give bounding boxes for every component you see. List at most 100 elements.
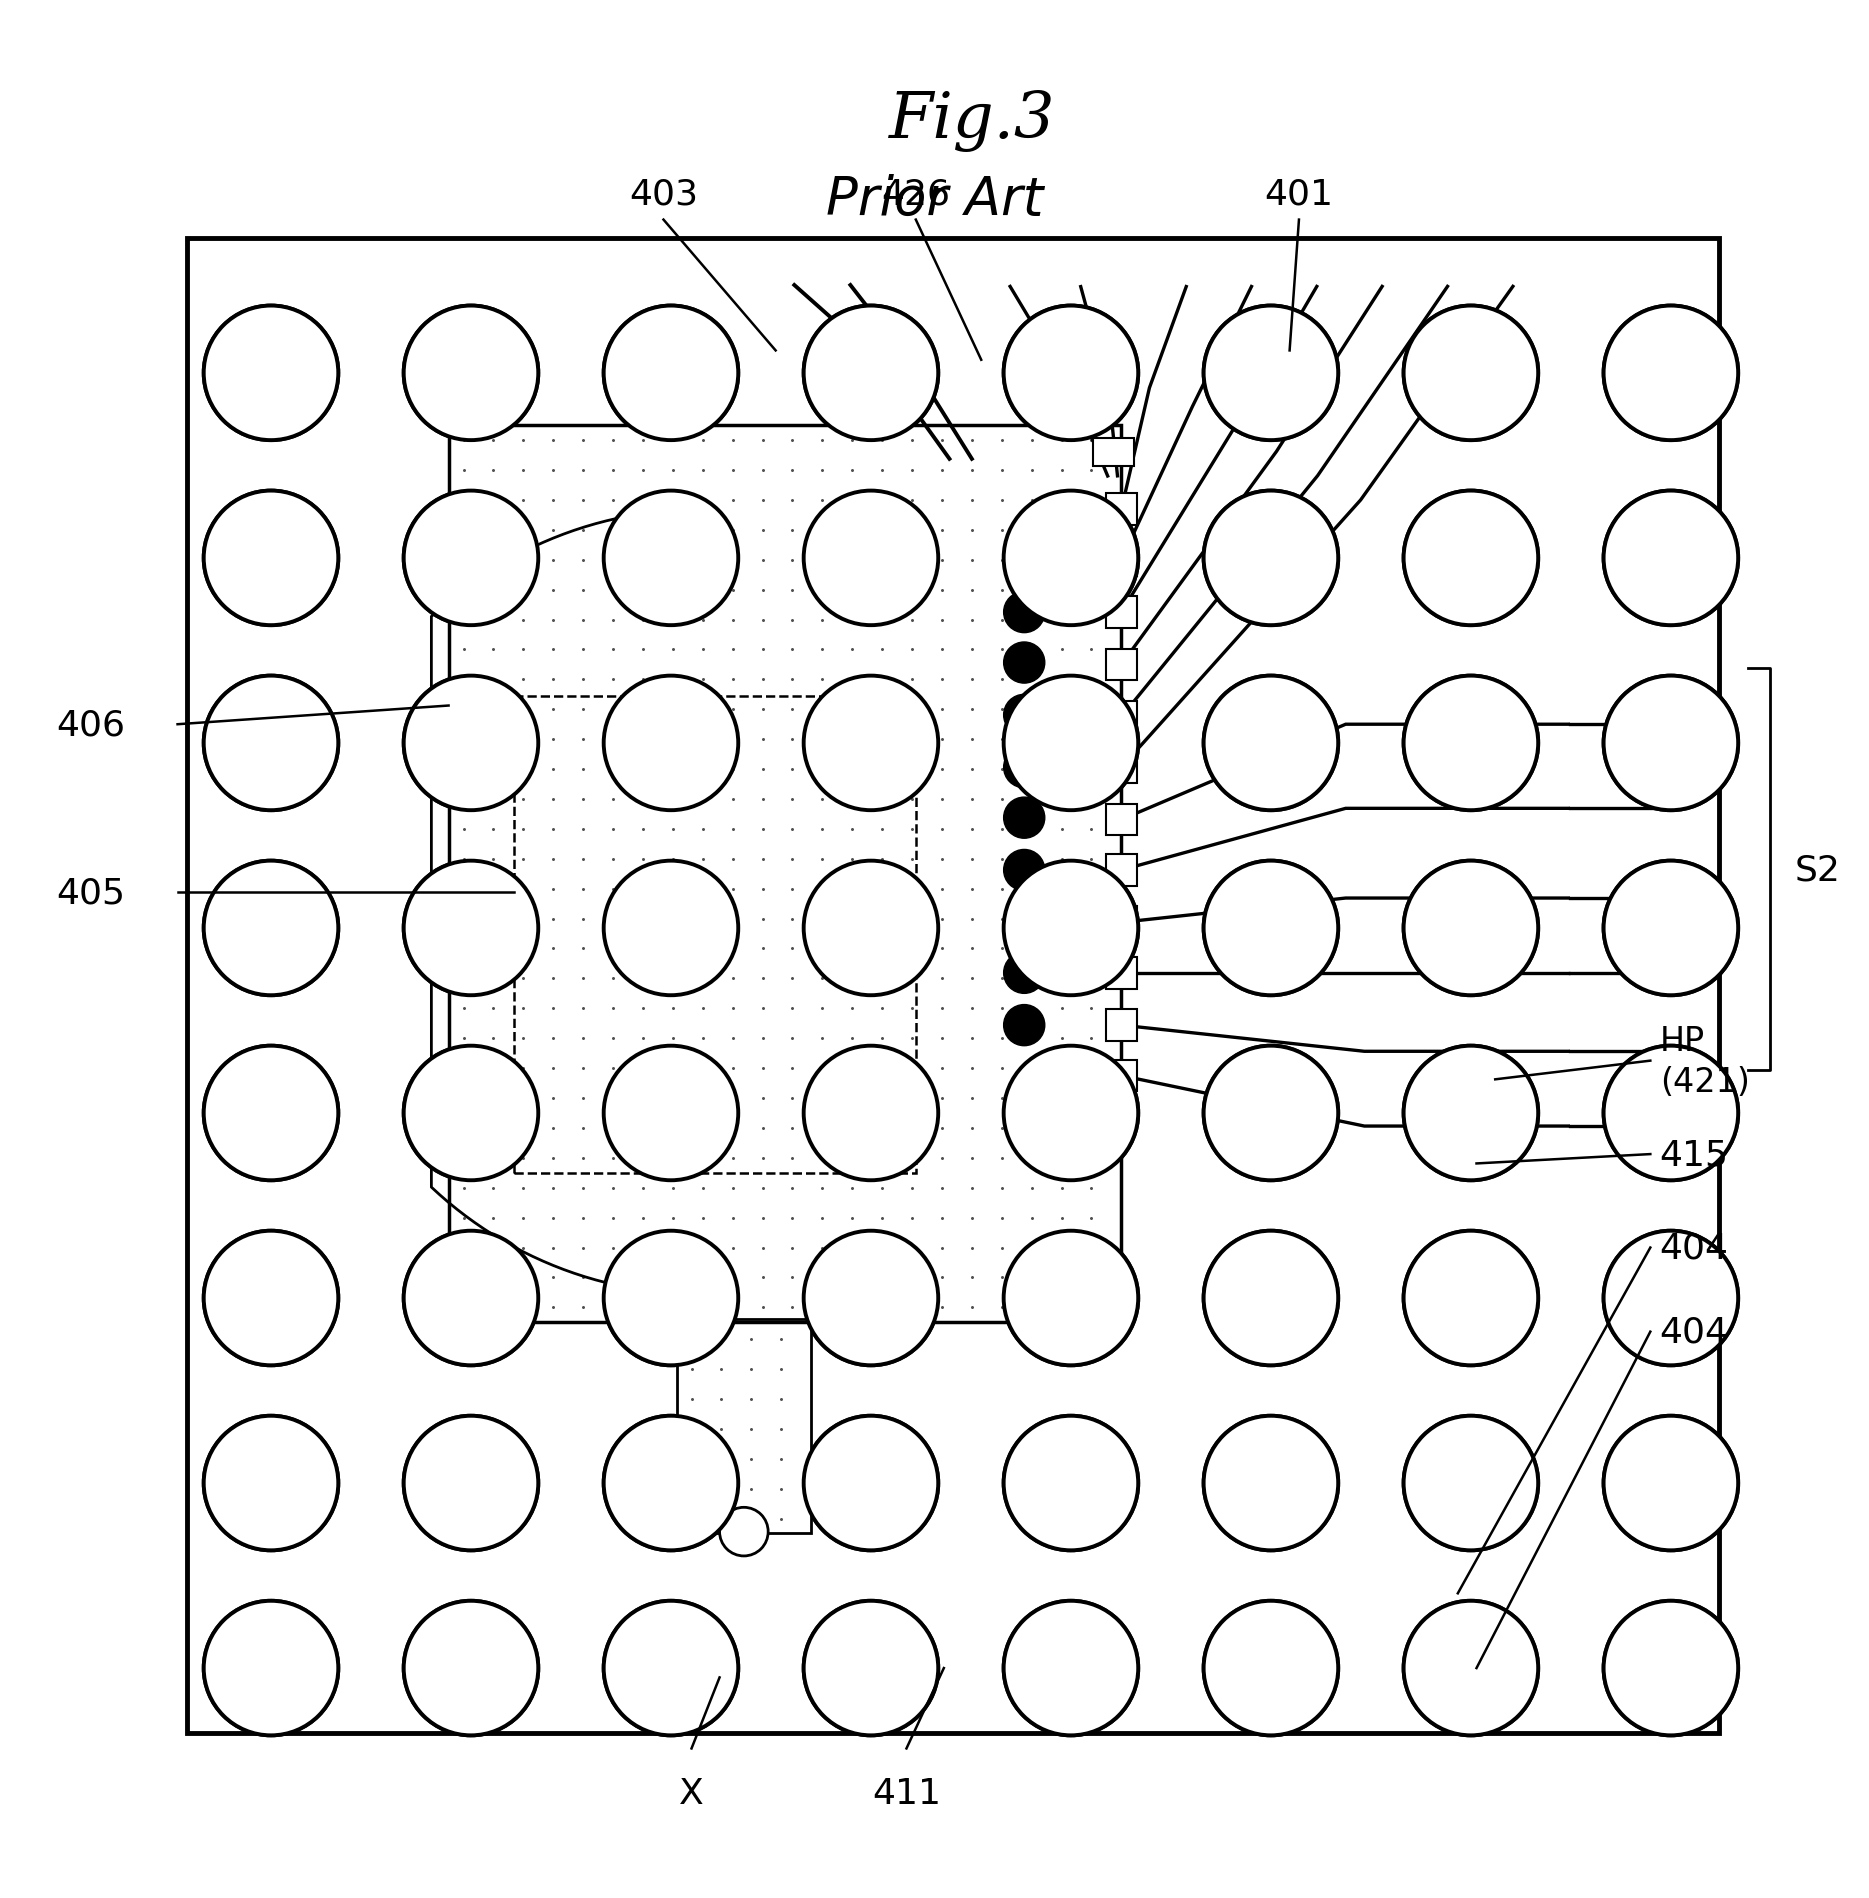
Bar [1106, 907, 1138, 940]
Circle shape [204, 1232, 338, 1365]
Circle shape [404, 492, 538, 626]
Circle shape [1004, 1046, 1138, 1181]
Circle shape [404, 862, 538, 996]
Circle shape [1604, 862, 1738, 996]
Circle shape [204, 492, 338, 626]
Circle shape [1404, 1232, 1538, 1365]
Circle shape [404, 862, 538, 996]
Circle shape [604, 492, 738, 626]
Circle shape [1604, 306, 1738, 440]
Circle shape [404, 1600, 538, 1735]
Circle shape [1004, 695, 1045, 736]
Bar [1106, 596, 1138, 628]
Circle shape [1604, 492, 1738, 626]
Circle shape [720, 1507, 768, 1556]
Circle shape [604, 1046, 738, 1181]
Circle shape [1204, 492, 1338, 626]
Circle shape [1604, 1046, 1738, 1181]
Circle shape [1004, 1600, 1138, 1735]
Circle shape [404, 1046, 538, 1181]
Bar [1106, 957, 1138, 989]
Circle shape [1404, 676, 1538, 810]
Circle shape [1404, 1046, 1538, 1181]
Circle shape [1604, 1232, 1738, 1365]
Circle shape [604, 492, 738, 626]
Circle shape [204, 1600, 338, 1735]
Circle shape [1004, 1416, 1138, 1551]
Circle shape [1204, 676, 1338, 810]
Circle shape [804, 1232, 938, 1365]
Circle shape [1404, 862, 1538, 996]
Circle shape [1604, 676, 1738, 810]
Circle shape [1004, 1232, 1138, 1365]
Circle shape [804, 1232, 938, 1365]
Circle shape [1004, 1416, 1138, 1551]
Circle shape [404, 1046, 538, 1181]
Bar [514, 697, 916, 1173]
Circle shape [804, 676, 938, 810]
Circle shape [1204, 306, 1338, 440]
Circle shape [604, 676, 738, 810]
Circle shape [804, 492, 938, 626]
Circle shape [204, 676, 338, 810]
Circle shape [404, 1600, 538, 1735]
Circle shape [1604, 1046, 1738, 1181]
Circle shape [604, 676, 738, 810]
Circle shape [1004, 306, 1138, 440]
Circle shape [1404, 1600, 1538, 1735]
Circle shape [1004, 306, 1138, 440]
Text: 404: 404 [1660, 1232, 1729, 1264]
Circle shape [604, 1046, 738, 1181]
Circle shape [1004, 492, 1138, 626]
Text: 401: 401 [1265, 177, 1333, 211]
Circle shape [1004, 850, 1045, 890]
Circle shape [804, 862, 938, 996]
Text: 406: 406 [56, 708, 125, 742]
Circle shape [404, 306, 538, 440]
Text: 411: 411 [873, 1777, 940, 1811]
Bar [1106, 805, 1138, 835]
Circle shape [1404, 1046, 1538, 1181]
Circle shape [604, 1232, 738, 1365]
Bar [1106, 854, 1138, 886]
Circle shape [1204, 1416, 1338, 1551]
Circle shape [404, 1416, 538, 1551]
Circle shape [804, 1416, 938, 1551]
Circle shape [1004, 1006, 1045, 1046]
Circle shape [1604, 1416, 1738, 1551]
Text: 405: 405 [56, 877, 125, 909]
Circle shape [1204, 1600, 1338, 1735]
Bar [187, 239, 1719, 1733]
Circle shape [1604, 1600, 1738, 1735]
Circle shape [1604, 1600, 1738, 1735]
Circle shape [404, 676, 538, 810]
Text: Prior Art: Prior Art [826, 175, 1043, 226]
Circle shape [1004, 953, 1045, 995]
Circle shape [204, 1416, 338, 1551]
Text: 415: 415 [1660, 1137, 1729, 1171]
Text: Fig.3: Fig.3 [888, 89, 1056, 152]
Circle shape [404, 492, 538, 626]
Circle shape [404, 306, 538, 440]
Circle shape [1604, 676, 1738, 810]
Circle shape [1404, 492, 1538, 626]
Circle shape [804, 306, 938, 440]
Circle shape [1204, 862, 1338, 996]
Circle shape [1004, 492, 1138, 626]
Circle shape [804, 676, 938, 810]
Circle shape [204, 1600, 338, 1735]
Circle shape [204, 306, 338, 440]
Circle shape [804, 1046, 938, 1181]
Circle shape [1204, 306, 1338, 440]
Circle shape [804, 1416, 938, 1551]
Circle shape [1604, 862, 1738, 996]
Text: X: X [678, 1777, 705, 1811]
Circle shape [604, 1600, 738, 1735]
Circle shape [804, 1046, 938, 1181]
Circle shape [1404, 862, 1538, 996]
Circle shape [1004, 1600, 1138, 1735]
Circle shape [1004, 643, 1045, 683]
Circle shape [1204, 1416, 1338, 1551]
Circle shape [804, 306, 938, 440]
Circle shape [204, 1046, 338, 1181]
